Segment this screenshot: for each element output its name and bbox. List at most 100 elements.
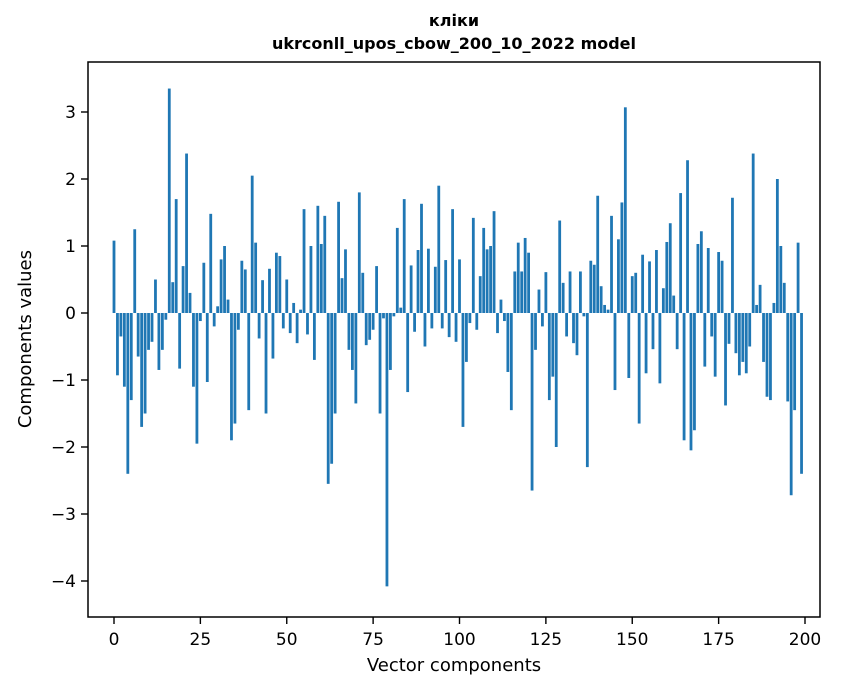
bar — [620, 202, 624, 313]
bar — [236, 313, 240, 330]
y-tick-label: 0 — [65, 304, 76, 324]
bar — [140, 313, 144, 427]
bar — [119, 313, 123, 337]
chart-subtitle: ukrconll_upos_cbow_200_10_2022 model — [271, 34, 637, 53]
x-tick-label: 200 — [789, 630, 821, 650]
bar — [503, 313, 506, 322]
y-tick-label: −4 — [51, 572, 76, 592]
bar — [765, 313, 769, 397]
bar — [160, 313, 164, 350]
bar — [655, 250, 658, 313]
bar — [741, 313, 745, 362]
bar — [416, 250, 420, 313]
bar — [544, 272, 548, 313]
chart-title: кліки — [428, 11, 480, 30]
bar — [696, 243, 700, 313]
bar — [554, 313, 558, 447]
bar — [385, 313, 389, 587]
bar — [758, 284, 762, 313]
bar — [644, 313, 648, 374]
bar — [458, 259, 461, 313]
bar — [527, 252, 530, 313]
x-tick-label: 75 — [362, 630, 384, 650]
bar — [167, 88, 171, 313]
bar — [243, 269, 247, 313]
bar — [247, 313, 251, 411]
bar — [796, 242, 800, 313]
bar — [617, 239, 620, 313]
bar — [312, 313, 316, 360]
bar — [268, 268, 271, 313]
bar — [240, 260, 244, 313]
bar — [413, 313, 416, 332]
bar — [744, 313, 748, 374]
bar — [230, 313, 233, 441]
bar — [202, 262, 206, 313]
bar — [133, 229, 137, 313]
bar — [209, 213, 213, 313]
bar — [665, 241, 669, 313]
bar — [278, 256, 282, 313]
bar — [471, 217, 475, 313]
bar — [427, 248, 430, 313]
bar — [630, 276, 634, 313]
bar — [706, 248, 710, 313]
y-tick-label: −1 — [51, 371, 76, 391]
bar — [468, 313, 472, 324]
bar — [368, 313, 372, 340]
bar — [710, 313, 714, 337]
bar — [219, 259, 223, 313]
bar — [340, 278, 344, 313]
bar — [568, 271, 572, 313]
bar — [589, 260, 593, 313]
bar — [378, 313, 382, 414]
bar — [637, 313, 641, 424]
bar — [326, 313, 330, 484]
bar — [395, 227, 399, 313]
bar — [406, 313, 410, 393]
bar — [195, 313, 199, 444]
bar — [150, 313, 154, 342]
bar — [306, 313, 309, 335]
bar — [693, 313, 696, 431]
x-tick-label: 125 — [530, 630, 562, 650]
y-tick-label: 2 — [65, 170, 76, 190]
bar — [603, 304, 607, 313]
bar — [475, 313, 479, 330]
bar — [281, 313, 285, 329]
bar — [126, 313, 130, 474]
bar — [800, 313, 803, 474]
bar — [292, 302, 296, 313]
bar — [364, 313, 368, 346]
bar — [679, 193, 683, 313]
bar — [610, 215, 613, 313]
bar — [627, 313, 631, 378]
bar — [506, 313, 510, 372]
bar — [731, 197, 734, 313]
y-axis-label-wrap: Components values — [12, 62, 38, 617]
x-tick-label: 25 — [190, 630, 212, 650]
bar — [668, 223, 672, 313]
bar — [330, 313, 334, 464]
bar — [489, 246, 492, 313]
bar — [561, 282, 565, 313]
bar — [523, 237, 527, 313]
bar — [147, 313, 150, 350]
bar — [319, 243, 323, 313]
bar — [389, 313, 392, 370]
bar — [762, 313, 765, 362]
bar — [174, 199, 178, 313]
bar — [634, 272, 638, 313]
bar — [789, 313, 793, 496]
bar — [337, 201, 340, 313]
bar — [734, 313, 738, 354]
bar — [188, 292, 192, 313]
bar — [689, 313, 693, 451]
bar — [295, 313, 299, 344]
bar — [402, 199, 406, 313]
bar — [513, 271, 517, 313]
bar — [192, 313, 195, 387]
bar — [302, 209, 306, 313]
bar — [212, 313, 216, 327]
